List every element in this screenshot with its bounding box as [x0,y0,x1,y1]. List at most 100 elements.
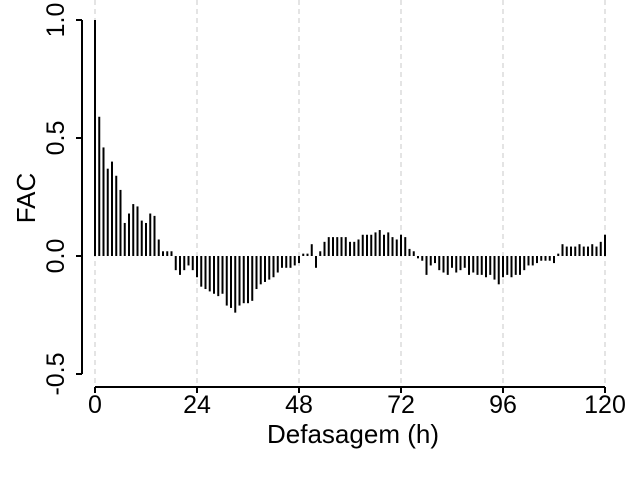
bar-lag-47 [293,256,296,266]
y-tick-label-0: 0.0 [42,239,70,274]
bar-lag-118 [595,246,598,256]
bar-lag-67 [378,230,381,256]
bar-lag-59 [344,237,347,256]
bar-lag-49 [302,253,305,256]
bar-lag-105 [540,256,543,261]
bar-lag-50 [306,253,309,256]
bar-lag-94 [493,256,496,280]
bar-lag-53 [319,251,322,256]
bar-lag-30 [221,256,224,294]
bar-lag-115 [582,246,585,256]
y-ticks: -0.5 0.0 0.5 1.0 [42,3,82,396]
bar-lag-70 [391,237,394,256]
bar-lag-120 [604,234,606,256]
bar-lag-74 [408,248,411,256]
bar-lag-17 [166,251,169,256]
bar-lag-51 [310,244,313,256]
bar-lag-26 [204,256,207,290]
bar-lag-80 [434,256,436,264]
bar-lag-90 [476,256,479,275]
bar-lag-92 [485,256,487,278]
bar-lag-72 [400,234,402,256]
bar-lag-41 [268,256,271,280]
bar-lag-10 [136,206,139,256]
axes [81,20,605,388]
bar-lag-107 [548,256,551,261]
bar-lag-102 [527,256,530,266]
bar-lag-89 [472,256,475,273]
bar-lag-76 [417,256,419,259]
x-tick-label-72: 72 [387,391,415,419]
x-axis-title: Defasagem (h) [267,419,439,449]
bar-lag-7 [123,222,126,256]
bar-lag-104 [536,256,538,264]
bar-lag-106 [544,256,547,261]
bar-lag-45 [285,256,288,268]
bar-lag-1 [98,116,101,256]
y-axis-title: FAC [11,173,41,224]
bar-lag-116 [587,246,589,256]
bar-lag-46 [289,256,292,268]
x-tick-label-48: 48 [285,391,313,419]
bar-lag-109 [557,253,560,256]
bar-lag-20 [179,256,181,275]
bar-lag-2 [102,147,105,256]
bar-lag-52 [315,256,317,268]
bar-lag-56 [332,237,334,256]
y-tick-label-0.5: 0.5 [42,121,70,156]
bar-lag-95 [497,256,500,285]
bar-lag-100 [519,256,521,275]
bar-lag-69 [387,232,390,256]
bar-lag-22 [187,256,190,266]
bar-lag-55 [327,237,330,256]
bar-lag-68 [383,234,385,256]
bar-lag-40 [264,256,266,282]
bar-lag-13 [149,213,152,256]
bar-lag-101 [523,256,526,271]
bar-lag-79 [429,256,432,266]
bar-lag-57 [336,237,339,256]
bar-lag-96 [502,256,504,278]
bar-lag-63 [361,234,364,256]
bar-lag-4 [111,161,113,256]
bar-lag-60 [349,241,351,256]
bars [94,20,606,313]
bar-lag-117 [591,244,594,256]
bar-lag-9 [132,204,135,256]
bar-lag-42 [272,256,275,278]
bar-lag-28 [213,256,215,294]
bar-lag-14 [153,215,156,256]
bar-lag-33 [234,256,237,313]
x-tick-label-120: 120 [584,391,626,419]
bar-lag-12 [145,222,147,256]
bar-lag-8 [128,213,130,256]
bar-lag-77 [421,256,424,261]
bar-lag-103 [531,256,534,266]
bar-lag-0 [94,20,96,256]
bar-lag-31 [225,256,228,306]
bar-lag-75 [412,251,415,256]
bar-lag-113 [574,246,577,256]
bar-lag-93 [489,256,492,275]
bar-lag-111 [565,246,568,256]
bar-lag-38 [255,256,258,290]
bar-lag-62 [357,239,360,256]
bar-lag-6 [119,189,122,256]
bar-lag-18 [170,251,173,256]
bar-lag-35 [242,256,245,304]
bar-lag-66 [374,232,377,256]
bar-lag-37 [251,256,254,301]
bar-lag-48 [298,256,300,264]
bar-lag-84 [451,256,453,268]
bar-lag-91 [480,256,483,275]
bar-lag-85 [455,256,458,273]
bar-lag-11 [140,220,143,256]
bar-lag-114 [578,244,581,256]
bar-lag-119 [599,241,602,256]
bar-lag-16 [162,251,164,256]
x-tick-label-0: 0 [88,391,102,419]
bar-lag-39 [259,256,262,285]
bar-lag-73 [404,237,407,256]
bar-lag-99 [514,256,517,275]
